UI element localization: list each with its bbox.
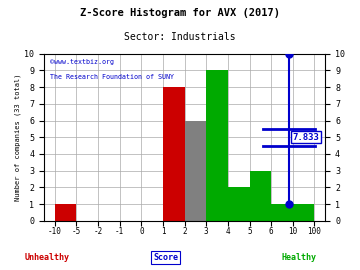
Bar <box>185 120 206 221</box>
Text: 7.833: 7.833 <box>292 133 319 142</box>
Text: ©www.textbiz.org: ©www.textbiz.org <box>50 59 114 65</box>
Text: The Research Foundation of SUNY: The Research Foundation of SUNY <box>50 74 174 80</box>
Bar <box>206 70 228 221</box>
Y-axis label: Number of companies (33 total): Number of companies (33 total) <box>15 73 22 201</box>
Bar <box>163 87 185 221</box>
Bar <box>293 204 314 221</box>
Bar <box>228 187 249 221</box>
Bar <box>249 171 271 221</box>
Bar <box>271 204 293 221</box>
Text: Score: Score <box>153 253 178 262</box>
Text: Healthy: Healthy <box>281 253 316 262</box>
Text: Unhealthy: Unhealthy <box>24 253 69 262</box>
Text: Sector: Industrials: Sector: Industrials <box>124 32 236 42</box>
Bar <box>55 204 76 221</box>
Text: Z-Score Histogram for AVX (2017): Z-Score Histogram for AVX (2017) <box>80 8 280 18</box>
